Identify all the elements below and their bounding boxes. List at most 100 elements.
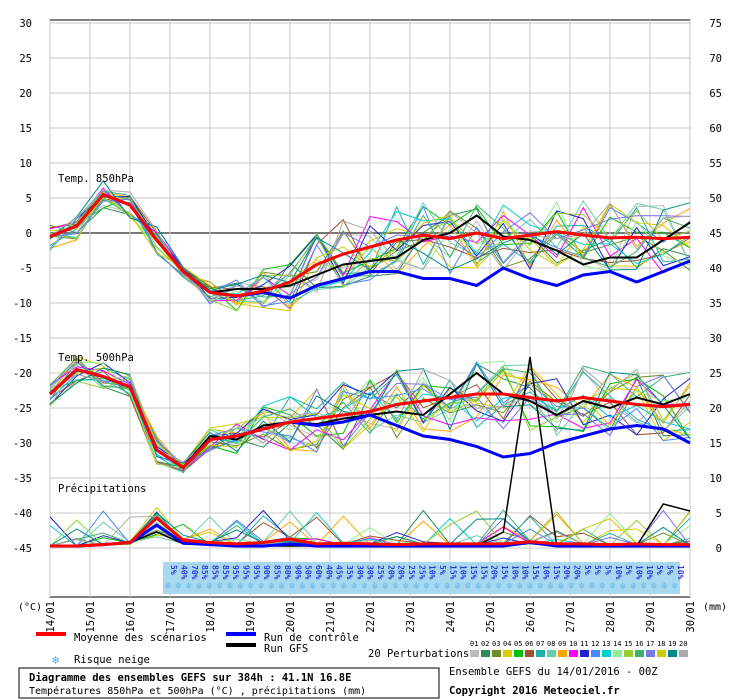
snow-flake-mark: ❄ — [434, 581, 441, 592]
perturbation-id: 07 — [536, 640, 544, 648]
snow-flake-mark: ❄ — [537, 581, 544, 592]
snow-flake-mark: ❄ — [558, 581, 565, 592]
snow-flake-mark: ❄ — [517, 581, 524, 592]
snow-risk-value: 45% — [335, 565, 344, 580]
perturbation-swatch — [514, 650, 523, 657]
right-tick-label: 15 — [709, 438, 722, 450]
perturbation-swatch — [624, 650, 633, 657]
snow-flake-mark: ❄ — [672, 581, 679, 592]
snow-flake-mark: ❄ — [527, 581, 534, 592]
perturbation-swatch — [602, 650, 611, 657]
right-tick-label: 35 — [709, 298, 722, 310]
chart-subtitle: Températures 850hPa et 500hPa (°C) , pré… — [29, 685, 366, 697]
snow-flake-mark: ❄ — [362, 581, 369, 592]
copyright: Copyright 2016 Meteociel.fr — [449, 685, 620, 697]
x-tick-label: 22/01 — [365, 601, 377, 633]
snow-risk-value: 90% — [293, 565, 302, 580]
snow-risk-value: 35% — [345, 565, 354, 580]
legend-mean: Moyenne des scénarios — [74, 632, 207, 644]
perturbation-id: 19 — [668, 640, 676, 648]
snow-risk-value: 5% — [603, 565, 612, 575]
perturbation-line-t500 — [49, 357, 691, 474]
snow-flake-mark: ❄ — [238, 581, 245, 592]
perturbation-swatch — [613, 650, 622, 657]
snow-risk-value: 40% — [324, 565, 333, 580]
perturbation-id: 17 — [646, 640, 654, 648]
perturbation-id: 09 — [558, 640, 566, 648]
label-precip: Précipitations — [58, 483, 147, 495]
x-tick-label: 28/01 — [605, 601, 617, 633]
right-tick-label: 45 — [709, 228, 722, 240]
snow-flake-mark: ❄ — [455, 581, 462, 592]
snow-flake-mark: ❄ — [331, 581, 338, 592]
perturbation-id: 15 — [624, 640, 632, 648]
left-tick-label: -25 — [13, 403, 32, 415]
right-tick-label: 50 — [709, 193, 722, 205]
snow-risk-value: 20% — [572, 565, 581, 580]
snow-risk-value: 10% — [459, 565, 468, 580]
series-line-precip — [50, 523, 690, 548]
right-tick-label: 20 — [709, 403, 722, 415]
snow-risk-value: 20% — [386, 565, 395, 580]
snow-risk-value: 95% — [242, 565, 251, 580]
left-tick-label: -35 — [13, 473, 32, 485]
snow-flake-mark: ❄ — [341, 581, 348, 592]
snow-risk-value: 25% — [407, 565, 416, 580]
snow-risk-value: 5% — [593, 565, 602, 575]
snow-risk-value: 15% — [448, 565, 457, 580]
snow-risk-value: 20% — [490, 565, 499, 580]
snow-risk-value: 30% — [355, 565, 364, 580]
snow-flake-mark: ❄ — [641, 581, 648, 592]
snow-risk-value: 85% — [200, 565, 209, 580]
legend-control: Run de contrôle — [264, 632, 359, 644]
x-tick-label: 19/01 — [245, 601, 257, 633]
perturbation-line-t850 — [49, 197, 691, 312]
snow-risk-value: 20% — [562, 565, 571, 580]
perturbation-swatch — [492, 650, 501, 657]
perturbation-swatch — [580, 650, 589, 657]
left-tick-label: 20 — [19, 88, 32, 100]
x-tick-label: 20/01 — [285, 601, 297, 633]
snow-risk-value: 10% — [510, 565, 519, 580]
left-tick-label: -30 — [13, 438, 32, 450]
legend-snow: Risque neige — [74, 654, 150, 666]
label-t500: Temp. 500hPa — [58, 352, 134, 364]
perturbation-line-t850 — [49, 180, 691, 292]
perturbation-id: 01 — [470, 640, 478, 648]
snow-flake-mark: ❄ — [165, 581, 172, 592]
x-tick-label: 17/01 — [165, 601, 177, 633]
snow-flake-mark: ❄ — [589, 581, 596, 592]
snow-flake-mark: ❄ — [413, 581, 420, 592]
snow-risk-value: 10% — [676, 565, 685, 580]
snow-flake-mark: ❄ — [568, 581, 575, 592]
axes: 302520151050-5-10-15-20-25-30-35-40-4575… — [13, 18, 722, 633]
series-line-precip — [50, 516, 690, 548]
x-tick-label: 27/01 — [565, 601, 577, 633]
right-tick-label: 10 — [709, 473, 722, 485]
right-tick-label: 75 — [709, 18, 722, 30]
snow-risk-value: 15% — [552, 565, 561, 580]
ensemble-label: Ensemble GEFS du 14/01/2016 - 00Z — [449, 666, 658, 678]
x-tick-label: 16/01 — [125, 601, 137, 633]
snow-flake-mark: ❄ — [486, 581, 493, 592]
x-tick-label: 21/01 — [325, 601, 337, 633]
left-tick-label: 0 — [26, 228, 32, 240]
snow-flake-mark: ❄ — [465, 581, 472, 592]
snow-flake-mark: ❄ — [248, 581, 255, 592]
left-axis-unit: (°C) — [18, 602, 42, 613]
perturbation-swatch — [679, 650, 688, 657]
snow-flake-mark: ❄ — [227, 581, 234, 592]
x-tick-label: 24/01 — [445, 601, 457, 633]
perturbation-swatch — [646, 650, 655, 657]
snow-flake-mark: ❄ — [320, 581, 327, 592]
left-tick-label: 30 — [19, 18, 32, 30]
snow-flake-mark: ❄ — [579, 581, 586, 592]
snow-flake-mark: ❄ — [393, 581, 400, 592]
perturbation-swatch — [668, 650, 677, 657]
perturbation-line-t850 — [49, 198, 691, 304]
x-tick-label: 23/01 — [405, 601, 417, 633]
legend: Moyenne des scénarios Run de contrôle Ru… — [36, 632, 688, 667]
snow-risk-value: 10% — [614, 565, 623, 580]
snow-flake-mark: ❄ — [279, 581, 286, 592]
x-tick-label: 29/01 — [645, 601, 657, 633]
